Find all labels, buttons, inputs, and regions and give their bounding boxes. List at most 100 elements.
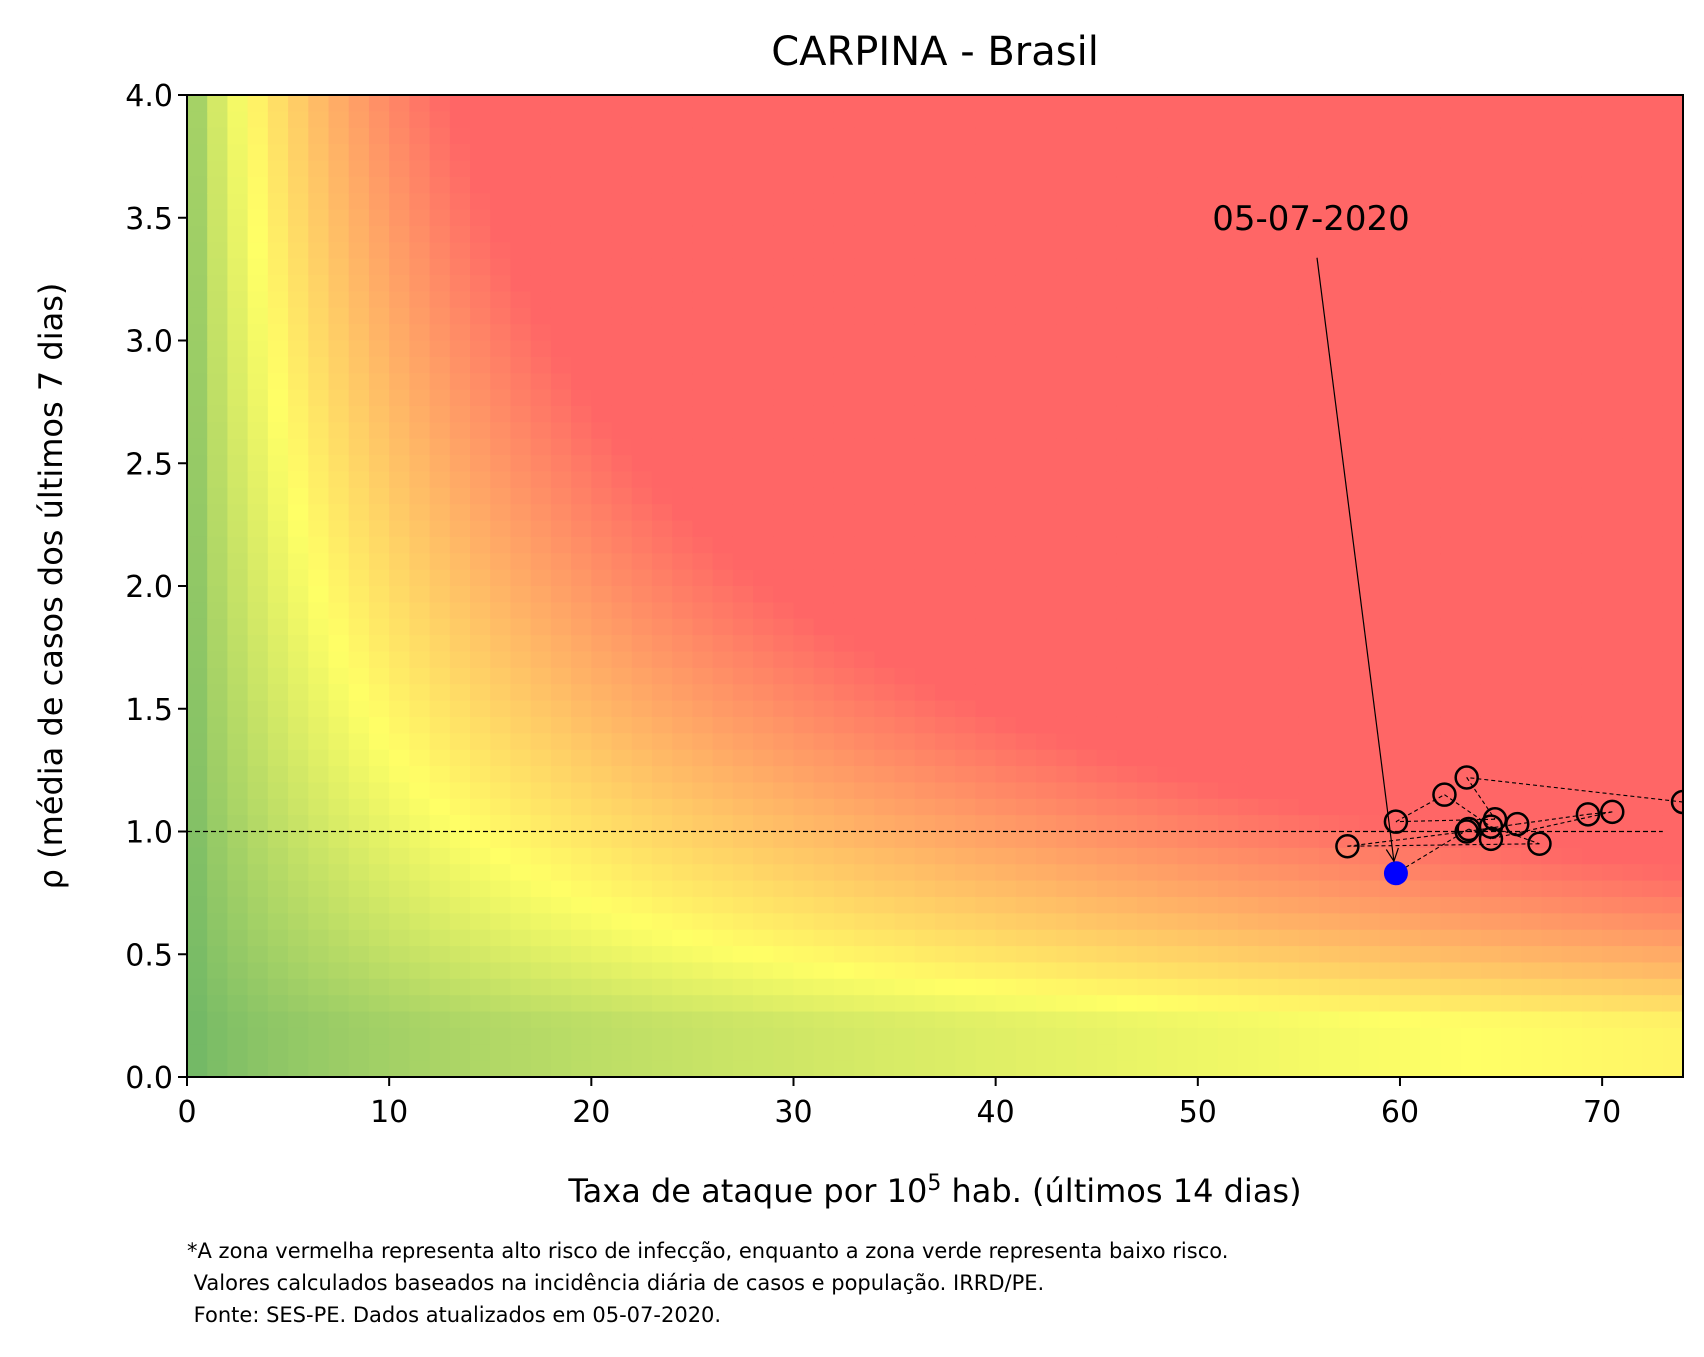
heat-cell — [1440, 798, 1462, 816]
heat-cell — [874, 144, 896, 162]
heat-cell — [267, 307, 289, 325]
heat-cell — [348, 144, 370, 162]
heat-cell — [1157, 995, 1179, 1013]
heat-cell — [288, 340, 310, 358]
heat-cell — [753, 880, 775, 898]
heat-cell — [348, 978, 370, 996]
heat-cell — [348, 340, 370, 358]
heat-cell — [429, 1027, 451, 1046]
heat-cell — [227, 962, 249, 980]
heat-cell — [1662, 569, 1683, 587]
heat-cell — [712, 471, 734, 489]
heat-cell — [449, 242, 471, 260]
heat-cell — [611, 275, 633, 293]
heat-cell — [1541, 422, 1563, 440]
heat-cell — [1460, 422, 1482, 440]
heat-cell — [1521, 160, 1543, 178]
heat-cell — [267, 487, 289, 505]
heat-cell — [1319, 553, 1341, 571]
heat-cell — [530, 1011, 552, 1029]
heat-cell — [651, 586, 673, 604]
heat-cell — [550, 520, 572, 538]
heat-cell — [1480, 536, 1502, 555]
heat-cell — [1278, 373, 1300, 391]
heat-cell — [773, 95, 795, 113]
heat-cell — [308, 766, 330, 784]
heat-cell — [1197, 225, 1219, 244]
heat-cell — [773, 733, 795, 751]
heat-cell — [1157, 766, 1179, 784]
heat-cell — [530, 258, 552, 276]
heat-cell — [1116, 258, 1138, 276]
heat-cell — [1096, 847, 1118, 866]
heat-cell — [1359, 225, 1381, 244]
heat-cell — [1076, 455, 1098, 473]
heat-cell — [732, 504, 754, 522]
heat-cell — [1218, 487, 1240, 505]
heat-cell — [490, 275, 512, 293]
heat-cell — [187, 733, 209, 751]
heat-cell — [227, 95, 249, 113]
heat-cell — [328, 1044, 350, 1062]
heat-cell — [1197, 864, 1219, 882]
heat-cell — [267, 716, 289, 735]
heat-cell — [1015, 864, 1037, 882]
heat-cell — [1642, 700, 1664, 718]
heat-cell — [631, 847, 653, 866]
heat-cell — [692, 127, 714, 145]
heat-cell — [1561, 700, 1583, 718]
heat-cell — [389, 1060, 411, 1077]
heat-cell — [530, 504, 552, 522]
heat-cell — [1480, 422, 1502, 440]
heat-cell — [1056, 209, 1078, 227]
heat-cell — [1339, 438, 1361, 456]
heat-cell — [389, 635, 411, 653]
heat-cell — [1501, 798, 1523, 816]
heat-cell — [813, 913, 835, 931]
heat-cell — [429, 1011, 451, 1029]
heat-cell — [510, 798, 532, 816]
heat-cell — [1541, 766, 1563, 784]
heat-cell — [975, 455, 997, 473]
heat-cell — [227, 880, 249, 898]
heat-cell — [1096, 111, 1118, 129]
heat-cell — [874, 536, 896, 555]
heat-cell — [288, 127, 310, 145]
heat-cell — [1501, 602, 1523, 620]
heat-cell — [1015, 602, 1037, 620]
heat-cell — [591, 766, 613, 784]
heat-cell — [753, 700, 775, 718]
heat-cell — [894, 438, 916, 456]
heat-cell — [389, 1011, 411, 1029]
heat-cell — [833, 896, 855, 915]
heat-cell — [1501, 847, 1523, 866]
heat-cell — [672, 373, 694, 391]
heat-cell — [753, 962, 775, 980]
heat-cell — [651, 258, 673, 276]
heat-cell — [207, 978, 229, 996]
heat-cell — [1622, 618, 1644, 636]
heat-cell — [975, 389, 997, 407]
heat-cell — [1460, 209, 1482, 227]
heat-cell — [1602, 586, 1624, 604]
heat-cell — [813, 209, 835, 227]
heat-cell — [1399, 324, 1421, 342]
heat-cell — [227, 340, 249, 358]
heat-cell — [1298, 176, 1320, 194]
heat-cell — [1399, 635, 1421, 653]
heat-cell — [1218, 1027, 1240, 1046]
heat-cell — [1541, 1060, 1563, 1077]
heat-cell — [1218, 405, 1240, 424]
heat-cell — [1339, 618, 1361, 636]
heat-cell — [773, 978, 795, 996]
heat-cell — [955, 144, 977, 162]
heat-cell — [1359, 324, 1381, 342]
heat-cell — [631, 684, 653, 702]
heat-cell — [1420, 749, 1442, 767]
heat-cell — [470, 373, 492, 391]
heat-cell — [591, 733, 613, 751]
heat-cell — [247, 471, 269, 489]
heat-cell — [227, 995, 249, 1013]
heat-cell — [1036, 340, 1058, 358]
heat-cell — [995, 651, 1017, 669]
